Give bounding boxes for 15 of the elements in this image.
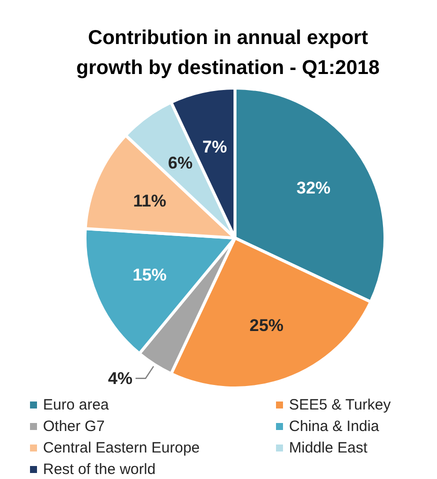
data-label: 32%: [296, 178, 331, 198]
data-label: 6%: [168, 153, 193, 172]
legend-label: Central Eastern Europe: [43, 440, 200, 456]
data-label: 11%: [133, 192, 166, 211]
legend-label: Euro area: [43, 396, 110, 414]
legend-label: Rest of the world: [43, 461, 156, 478]
data-label: 7%: [202, 138, 227, 157]
legend-label: Other G7: [43, 418, 105, 435]
chart-title: Contribution in annual export growth by destination - Q1:2018: [76, 27, 380, 79]
legend-label: China & India: [289, 418, 380, 435]
legend-label: SEE5 & Turkey: [289, 396, 392, 414]
data-label: 15%: [132, 265, 167, 284]
data-label: 4%: [108, 368, 133, 388]
legend-label: Middle East: [289, 440, 368, 456]
data-label: 25%: [249, 316, 284, 335]
